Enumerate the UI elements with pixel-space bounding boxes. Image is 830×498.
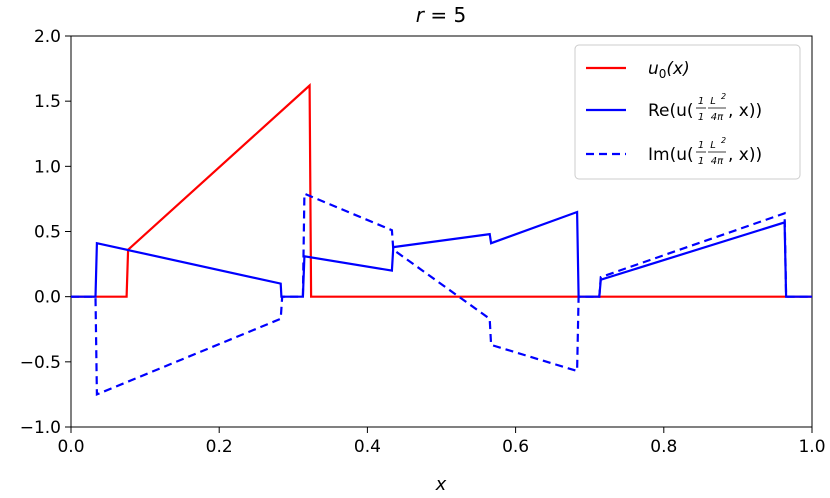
y-tick-label: 1.0 — [34, 157, 61, 177]
y-tick-label: 0.5 — [34, 223, 61, 243]
x-tick-label: 0.8 — [650, 437, 677, 457]
legend-im-f2-num: L — [710, 140, 716, 151]
legend-im-f1-num: 1 — [698, 140, 704, 151]
legend-re-f2-num: L — [710, 96, 716, 107]
legend-re-f1-den: 1 — [698, 112, 704, 123]
x-axis-ticks: 0.0 0.2 0.4 0.6 0.8 1.0 — [57, 427, 826, 457]
legend-im-suffix: , x)) — [728, 145, 762, 165]
legend-u0-sub: 0 — [659, 67, 667, 81]
x-tick-label: 0.0 — [57, 437, 84, 457]
x-tick-label: 0.2 — [206, 437, 233, 457]
legend-label-u0: u0(x) — [648, 59, 690, 81]
legend-label-im: Im(u( — [648, 145, 694, 165]
y-tick-label: 2.0 — [34, 27, 61, 47]
y-tick-label: 1.5 — [34, 92, 61, 112]
legend-box — [574, 44, 801, 180]
y-axis-ticks: −1.0 −0.5 0.0 0.5 1.0 1.5 2.0 — [20, 27, 71, 438]
x-tick-label: 0.6 — [502, 437, 529, 457]
series-layer — [71, 83, 812, 397]
legend-u0-rest: (x) — [666, 59, 689, 79]
legend: u0(x) Re(u( 1 1 L 2 4π , x)) Im(u( 1 1 L… — [574, 44, 801, 180]
y-tick-label: −0.5 — [20, 353, 61, 373]
x-tick-label: 0.4 — [354, 437, 381, 457]
legend-im-f1-den: 1 — [698, 156, 704, 167]
legend-re-f2-sup: 2 — [721, 92, 726, 101]
series-line-0 — [71, 83, 812, 298]
legend-u0-main: u — [648, 59, 659, 79]
series-line-2 — [71, 192, 812, 397]
legend-label-re: Re(u( — [648, 101, 694, 121]
legend-re-f2-den: 4π — [711, 112, 724, 123]
legend-re-suffix: , x)) — [728, 101, 762, 121]
x-axis-label: x — [435, 474, 447, 495]
legend-im-f2-sup: 2 — [721, 136, 726, 145]
y-tick-label: −1.0 — [20, 418, 61, 438]
legend-re-f1-num: 1 — [698, 96, 704, 107]
x-tick-label: 1.0 — [798, 437, 825, 457]
y-tick-label: 0.0 — [34, 288, 61, 308]
chart-title: r = 5 — [416, 3, 466, 27]
legend-im-f2-den: 4π — [711, 156, 724, 167]
legend-re-fractions: 1 1 L 2 4π — [696, 92, 726, 123]
legend-im-fractions: 1 1 L 2 4π — [696, 136, 726, 167]
